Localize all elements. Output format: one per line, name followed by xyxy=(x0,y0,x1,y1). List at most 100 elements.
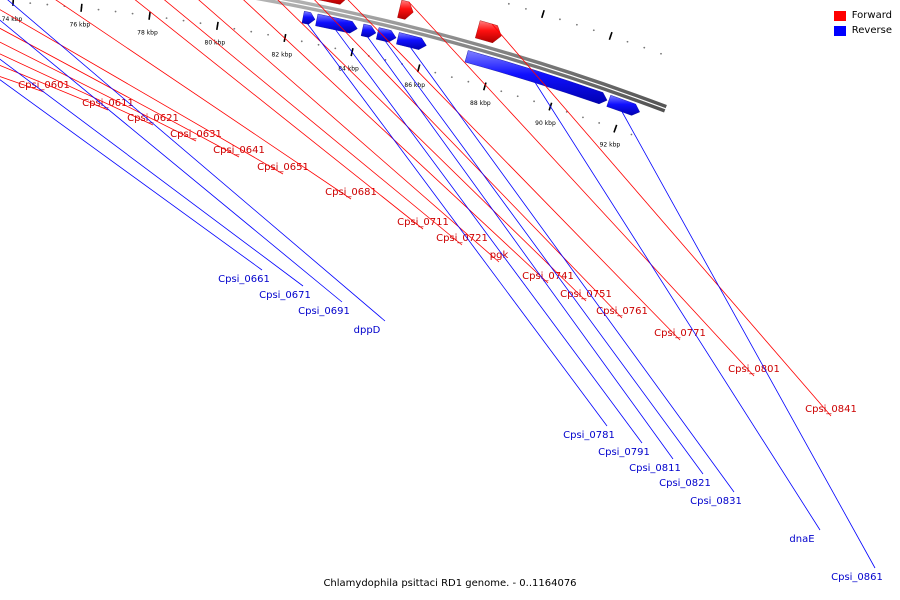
ruler-dot xyxy=(582,116,584,119)
label-leader-line xyxy=(7,0,386,322)
label-leader-line xyxy=(314,0,623,319)
gene-label: Cpsi_0801 xyxy=(728,364,780,375)
ruler-dot xyxy=(500,90,503,93)
gene-label: Cpsi_0721 xyxy=(436,233,488,244)
gene-label: pgk xyxy=(490,250,509,261)
reverse-gene-Cpsi_0861[interactable] xyxy=(606,94,640,116)
label-leader-line xyxy=(535,82,821,531)
gene-label: Cpsi_0791 xyxy=(598,447,650,458)
reverse-gene-Cpsi_0811[interactable] xyxy=(360,23,377,38)
ruler-tick xyxy=(482,82,487,91)
label-leader-line xyxy=(410,47,735,493)
gene-label: Cpsi_0841 xyxy=(805,404,857,415)
gene-label: Cpsi_0681 xyxy=(325,187,377,198)
genome-axis xyxy=(255,0,667,113)
ruler-dot xyxy=(559,18,561,21)
label-leader-line xyxy=(0,41,197,142)
ruler-dot xyxy=(29,2,32,5)
forward-gene-Cpsi_0801[interactable] xyxy=(397,0,414,20)
ruler-tick xyxy=(80,3,83,12)
label-leader-line xyxy=(0,58,304,287)
label-leader-line xyxy=(385,41,704,475)
ruler-dot xyxy=(516,95,519,98)
reverse-gene-Cpsi_0831[interactable] xyxy=(396,32,427,50)
ruler-dot xyxy=(46,3,49,6)
ruler-tick-label: 80 kbp xyxy=(205,40,226,47)
ruler-dot xyxy=(533,100,535,103)
label-leader-line xyxy=(55,0,352,200)
gene-label: Cpsi_0691 xyxy=(298,306,350,317)
ruler-dot xyxy=(450,76,453,78)
genome-axis-band xyxy=(255,0,667,113)
ruler-dot xyxy=(660,52,662,55)
gene-label: Cpsi_0751 xyxy=(560,289,612,300)
ruler-tick-label: 92 kbp xyxy=(600,142,621,149)
ruler-dot xyxy=(630,133,633,136)
label-leader-line xyxy=(347,0,681,341)
legend-reverse-swatch xyxy=(833,25,846,36)
reverse-gene-Cpsi_0821[interactable] xyxy=(375,27,397,43)
ruler-tick xyxy=(541,9,545,19)
label-leader-line xyxy=(621,111,876,569)
label-leader-line xyxy=(277,0,587,302)
ruler-dot xyxy=(592,29,595,32)
ruler-tick-label: 86 kbp xyxy=(404,82,425,89)
ruler-dot xyxy=(626,40,629,43)
ruler-dot xyxy=(300,40,303,43)
gene-label: Cpsi_0631 xyxy=(170,129,222,140)
gene-label: Cpsi_0661 xyxy=(218,274,270,285)
ruler-dot xyxy=(131,12,134,15)
gene-label: Cpsi_0651 xyxy=(257,162,309,173)
legend-forward-swatch xyxy=(833,10,846,21)
legend-reverse-label: Reverse xyxy=(851,25,892,36)
ruler-dot xyxy=(575,23,578,26)
label-leader-line xyxy=(367,37,674,460)
ruler-dot xyxy=(434,71,437,74)
gene-label: Cpsi_0761 xyxy=(596,306,648,317)
ruler-dot xyxy=(97,8,100,11)
ruler-tick xyxy=(613,124,618,133)
ruler-dot xyxy=(467,80,470,83)
gene-label: Cpsi_0771 xyxy=(654,328,706,339)
reverse-gene-Cpsi_0781[interactable] xyxy=(301,10,316,25)
label-leader-line xyxy=(0,53,154,126)
ruler-tick-label: 74 kbp xyxy=(2,16,23,23)
label-leader-line xyxy=(0,19,343,303)
ruler-dot xyxy=(165,17,168,20)
ruler-tick xyxy=(148,11,151,20)
ruler-dot xyxy=(525,7,527,10)
reverse-gene-dnaE[interactable] xyxy=(464,50,608,105)
ruler-tick-label: 82 kbp xyxy=(272,52,293,59)
gene-label: Cpsi_0831 xyxy=(690,496,742,507)
label-leader-line xyxy=(0,9,284,175)
gene-features xyxy=(301,0,640,116)
label-leader-line xyxy=(335,29,643,444)
forward-gene-Cpsi_0841[interactable] xyxy=(475,20,502,44)
gene-label: Cpsi_0711 xyxy=(397,217,449,228)
gene-label: Cpsi_0781 xyxy=(563,430,615,441)
legend-forward: Forward xyxy=(833,8,892,23)
gene-label: Cpsi_0601 xyxy=(18,80,70,91)
ruler-dot xyxy=(267,33,269,36)
ruler-dot xyxy=(199,22,202,25)
gene-label: Cpsi_0621 xyxy=(127,113,179,124)
ruler-tick xyxy=(215,21,219,30)
ruler-tick-label: 78 kbp xyxy=(137,30,158,37)
ruler-tick xyxy=(608,31,613,40)
label-leader-line xyxy=(198,0,500,263)
ruler-tick-label: 88 kbp xyxy=(470,100,491,107)
label-leader-line xyxy=(307,23,608,427)
label-leader-line xyxy=(0,27,240,158)
legend-forward-label: Forward xyxy=(851,10,892,21)
forward-gene-Cpsi_0771[interactable] xyxy=(312,0,348,5)
ruler-dot xyxy=(317,43,320,46)
genome-caption: Chlamydophila psittaci RD1 genome. - 0..… xyxy=(323,578,577,589)
ruler-tick xyxy=(416,64,421,73)
ruler-dot xyxy=(334,47,337,50)
legend-reverse: Reverse xyxy=(833,23,892,38)
gene-label: Cpsi_0811 xyxy=(629,463,681,474)
gene-label: Cpsi_0671 xyxy=(259,290,311,301)
label-leader-line xyxy=(491,23,832,417)
ruler-dot xyxy=(643,46,646,49)
